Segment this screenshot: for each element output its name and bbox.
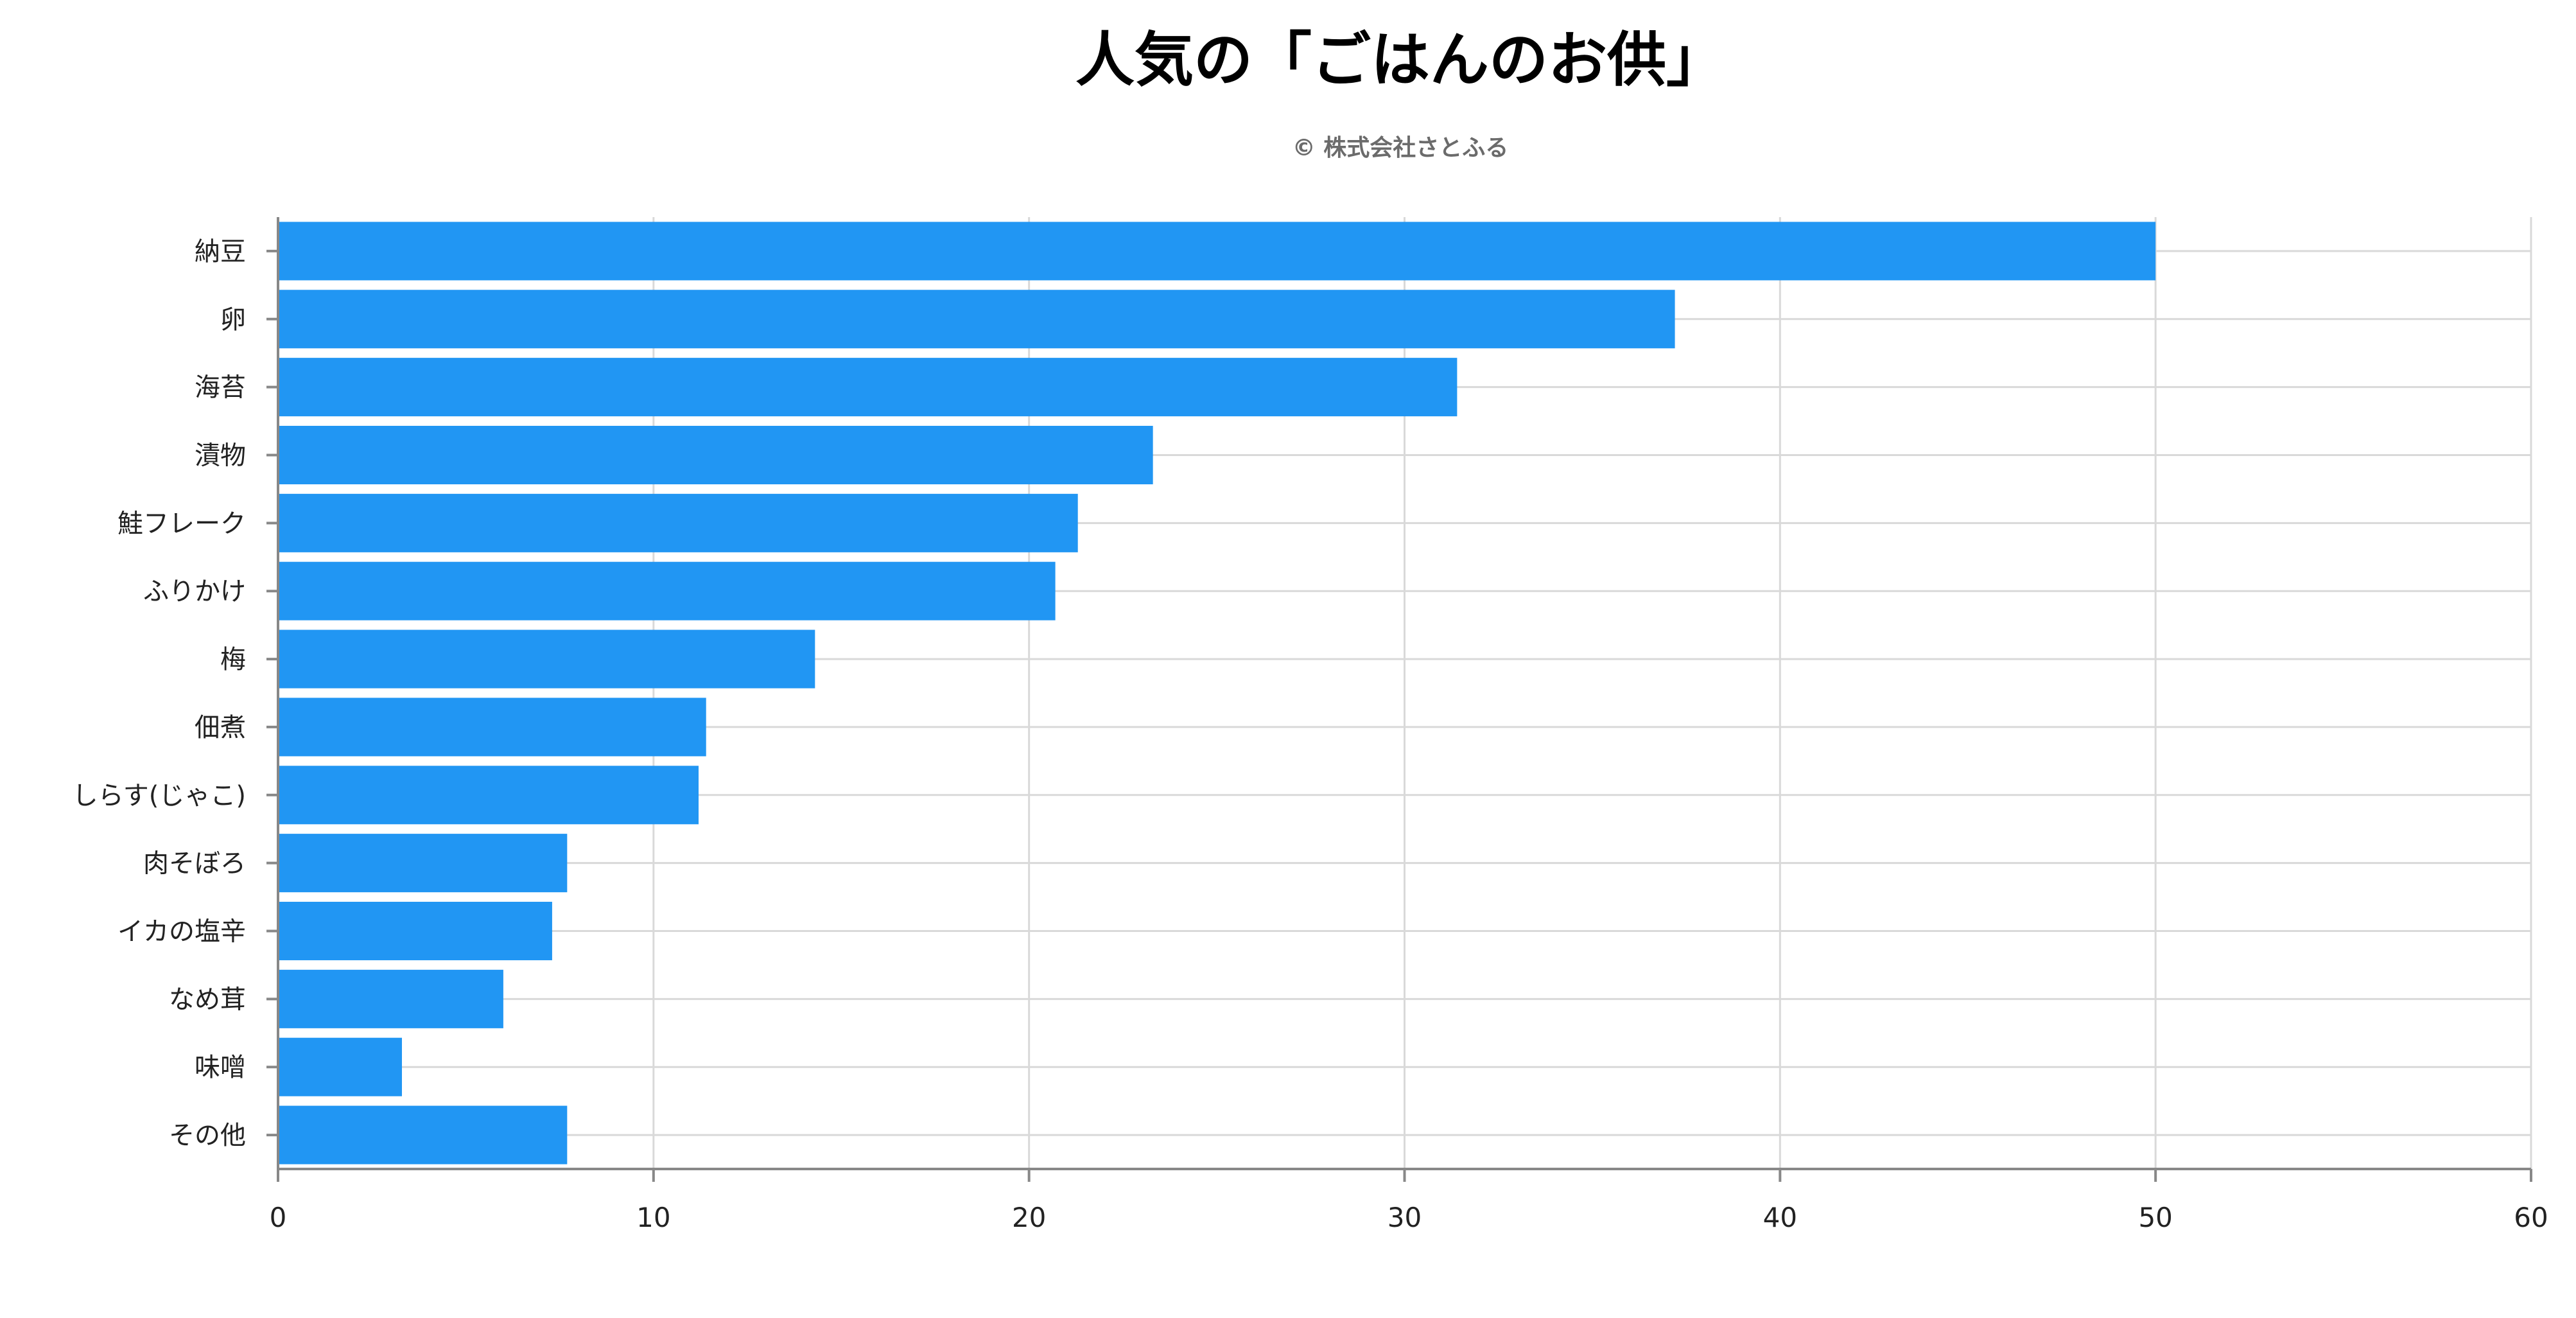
chart-subtitle: © 株式会社さとふる	[1292, 135, 1509, 161]
bar	[278, 290, 1675, 349]
bar	[278, 493, 1078, 552]
x-tick-label: 40	[1763, 1202, 1797, 1233]
chart-title: 人気の「ごはんのお供」	[1075, 26, 1725, 94]
bar	[278, 698, 706, 757]
category-label: 納豆	[195, 237, 246, 267]
category-label: その他	[169, 1121, 246, 1150]
bar	[278, 901, 552, 961]
category-label: 味噌	[195, 1053, 246, 1082]
category-label: 肉そぼろ	[143, 849, 246, 879]
bar	[278, 358, 1458, 417]
x-tick-label: 30	[1388, 1202, 1422, 1233]
category-label: 海苔	[195, 373, 246, 403]
bar	[278, 222, 2156, 281]
category-label: 佃煮	[195, 713, 246, 742]
category-label: しらす(じゃこ)	[73, 781, 246, 811]
bar	[278, 1037, 402, 1096]
x-tick-label: 50	[2138, 1202, 2172, 1233]
bar	[278, 629, 815, 689]
bar	[278, 1105, 568, 1164]
bar	[278, 969, 503, 1028]
category-label: 梅	[220, 645, 246, 674]
category-label: 漬物	[195, 441, 246, 471]
bars	[278, 222, 2156, 1164]
x-tick-label: 10	[636, 1202, 670, 1233]
x-tick-labels: 0 10 20 30 40 50 60	[270, 1202, 2548, 1233]
x-tick-label: 60	[2514, 1202, 2548, 1233]
bar	[278, 834, 568, 893]
bar	[278, 766, 699, 825]
x-tick-label: 20	[1012, 1202, 1046, 1233]
bar	[278, 425, 1153, 485]
bar	[278, 561, 1056, 620]
category-label: イカの塩辛	[117, 917, 246, 947]
x-tick-label: 0	[270, 1202, 287, 1233]
category-label: 卵	[220, 305, 246, 335]
category-label: ふりかけ	[143, 577, 246, 606]
category-label: 鮭フレーク	[117, 509, 246, 538]
axes	[266, 217, 2532, 1182]
category-label: なめ茸	[169, 985, 246, 1014]
